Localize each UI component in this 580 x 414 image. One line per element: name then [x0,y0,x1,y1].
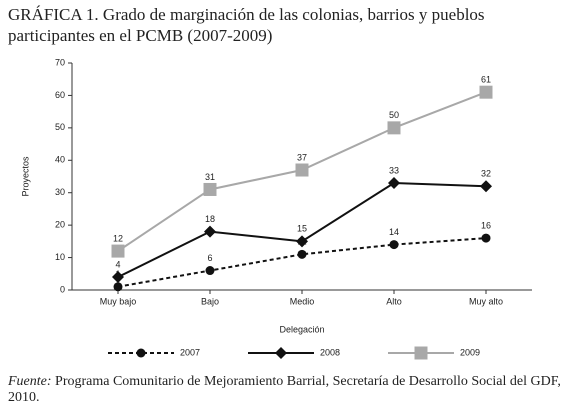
source-note: Fuente: Programa Comunitario de Mejorami… [8,374,574,406]
data-label: 4 [115,259,120,269]
data-label: 14 [389,227,399,237]
marker [387,121,401,135]
source-label: Fuente: [8,374,52,389]
marker [113,282,123,292]
x-tick-label: Medio [290,296,315,306]
legend-label: 2008 [320,347,340,357]
data-label: 6 [207,253,212,263]
marker [204,225,216,238]
y-tick-label: 30 [55,187,65,197]
data-label: 15 [297,224,307,234]
y-tick-label: 0 [60,284,65,294]
data-label: 16 [481,220,491,230]
marker [414,346,428,360]
marker [389,240,399,250]
marker [296,235,308,248]
marker [136,348,146,358]
data-label: 37 [297,152,307,162]
series-line [117,237,487,288]
x-tick-label: Muy bajo [100,296,137,306]
source: Programa Comunitario de Mejoramiento Bar… [8,374,561,405]
x-tick-label: Muy alto [469,296,503,306]
marker [205,266,215,276]
marker [111,244,125,258]
marker [275,347,287,359]
y-tick-label: 20 [55,220,65,230]
x-axis-label: Delegación [279,324,324,334]
marker [295,163,309,177]
data-label: 61 [481,75,491,85]
data-label: 18 [205,214,215,224]
data-label: 31 [205,172,215,182]
marker [388,176,400,189]
y-tick-label: 50 [55,122,65,132]
data-label: 50 [389,110,399,120]
y-tick-label: 60 [55,90,65,100]
chart-title: GRÁFICA 1. Grado de marginación de las c… [8,5,485,45]
y-tick-label: 70 [55,57,65,67]
marker [203,182,217,196]
legend-label: 2007 [180,347,200,357]
x-tick-label: Alto [386,296,402,306]
data-label: 12 [113,233,123,243]
data-label: 32 [481,169,491,179]
marker [112,271,124,284]
x-tick-label: Bajo [201,296,219,306]
data-label: 33 [389,165,399,175]
legend-label: 2009 [460,347,480,357]
marker [297,249,307,259]
y-tick-label: 40 [55,155,65,165]
marker [480,180,492,193]
y-tick-label: 10 [55,252,65,262]
marker [479,85,493,99]
marker [481,233,491,243]
y-axis-label: Proyectos [20,156,30,197]
